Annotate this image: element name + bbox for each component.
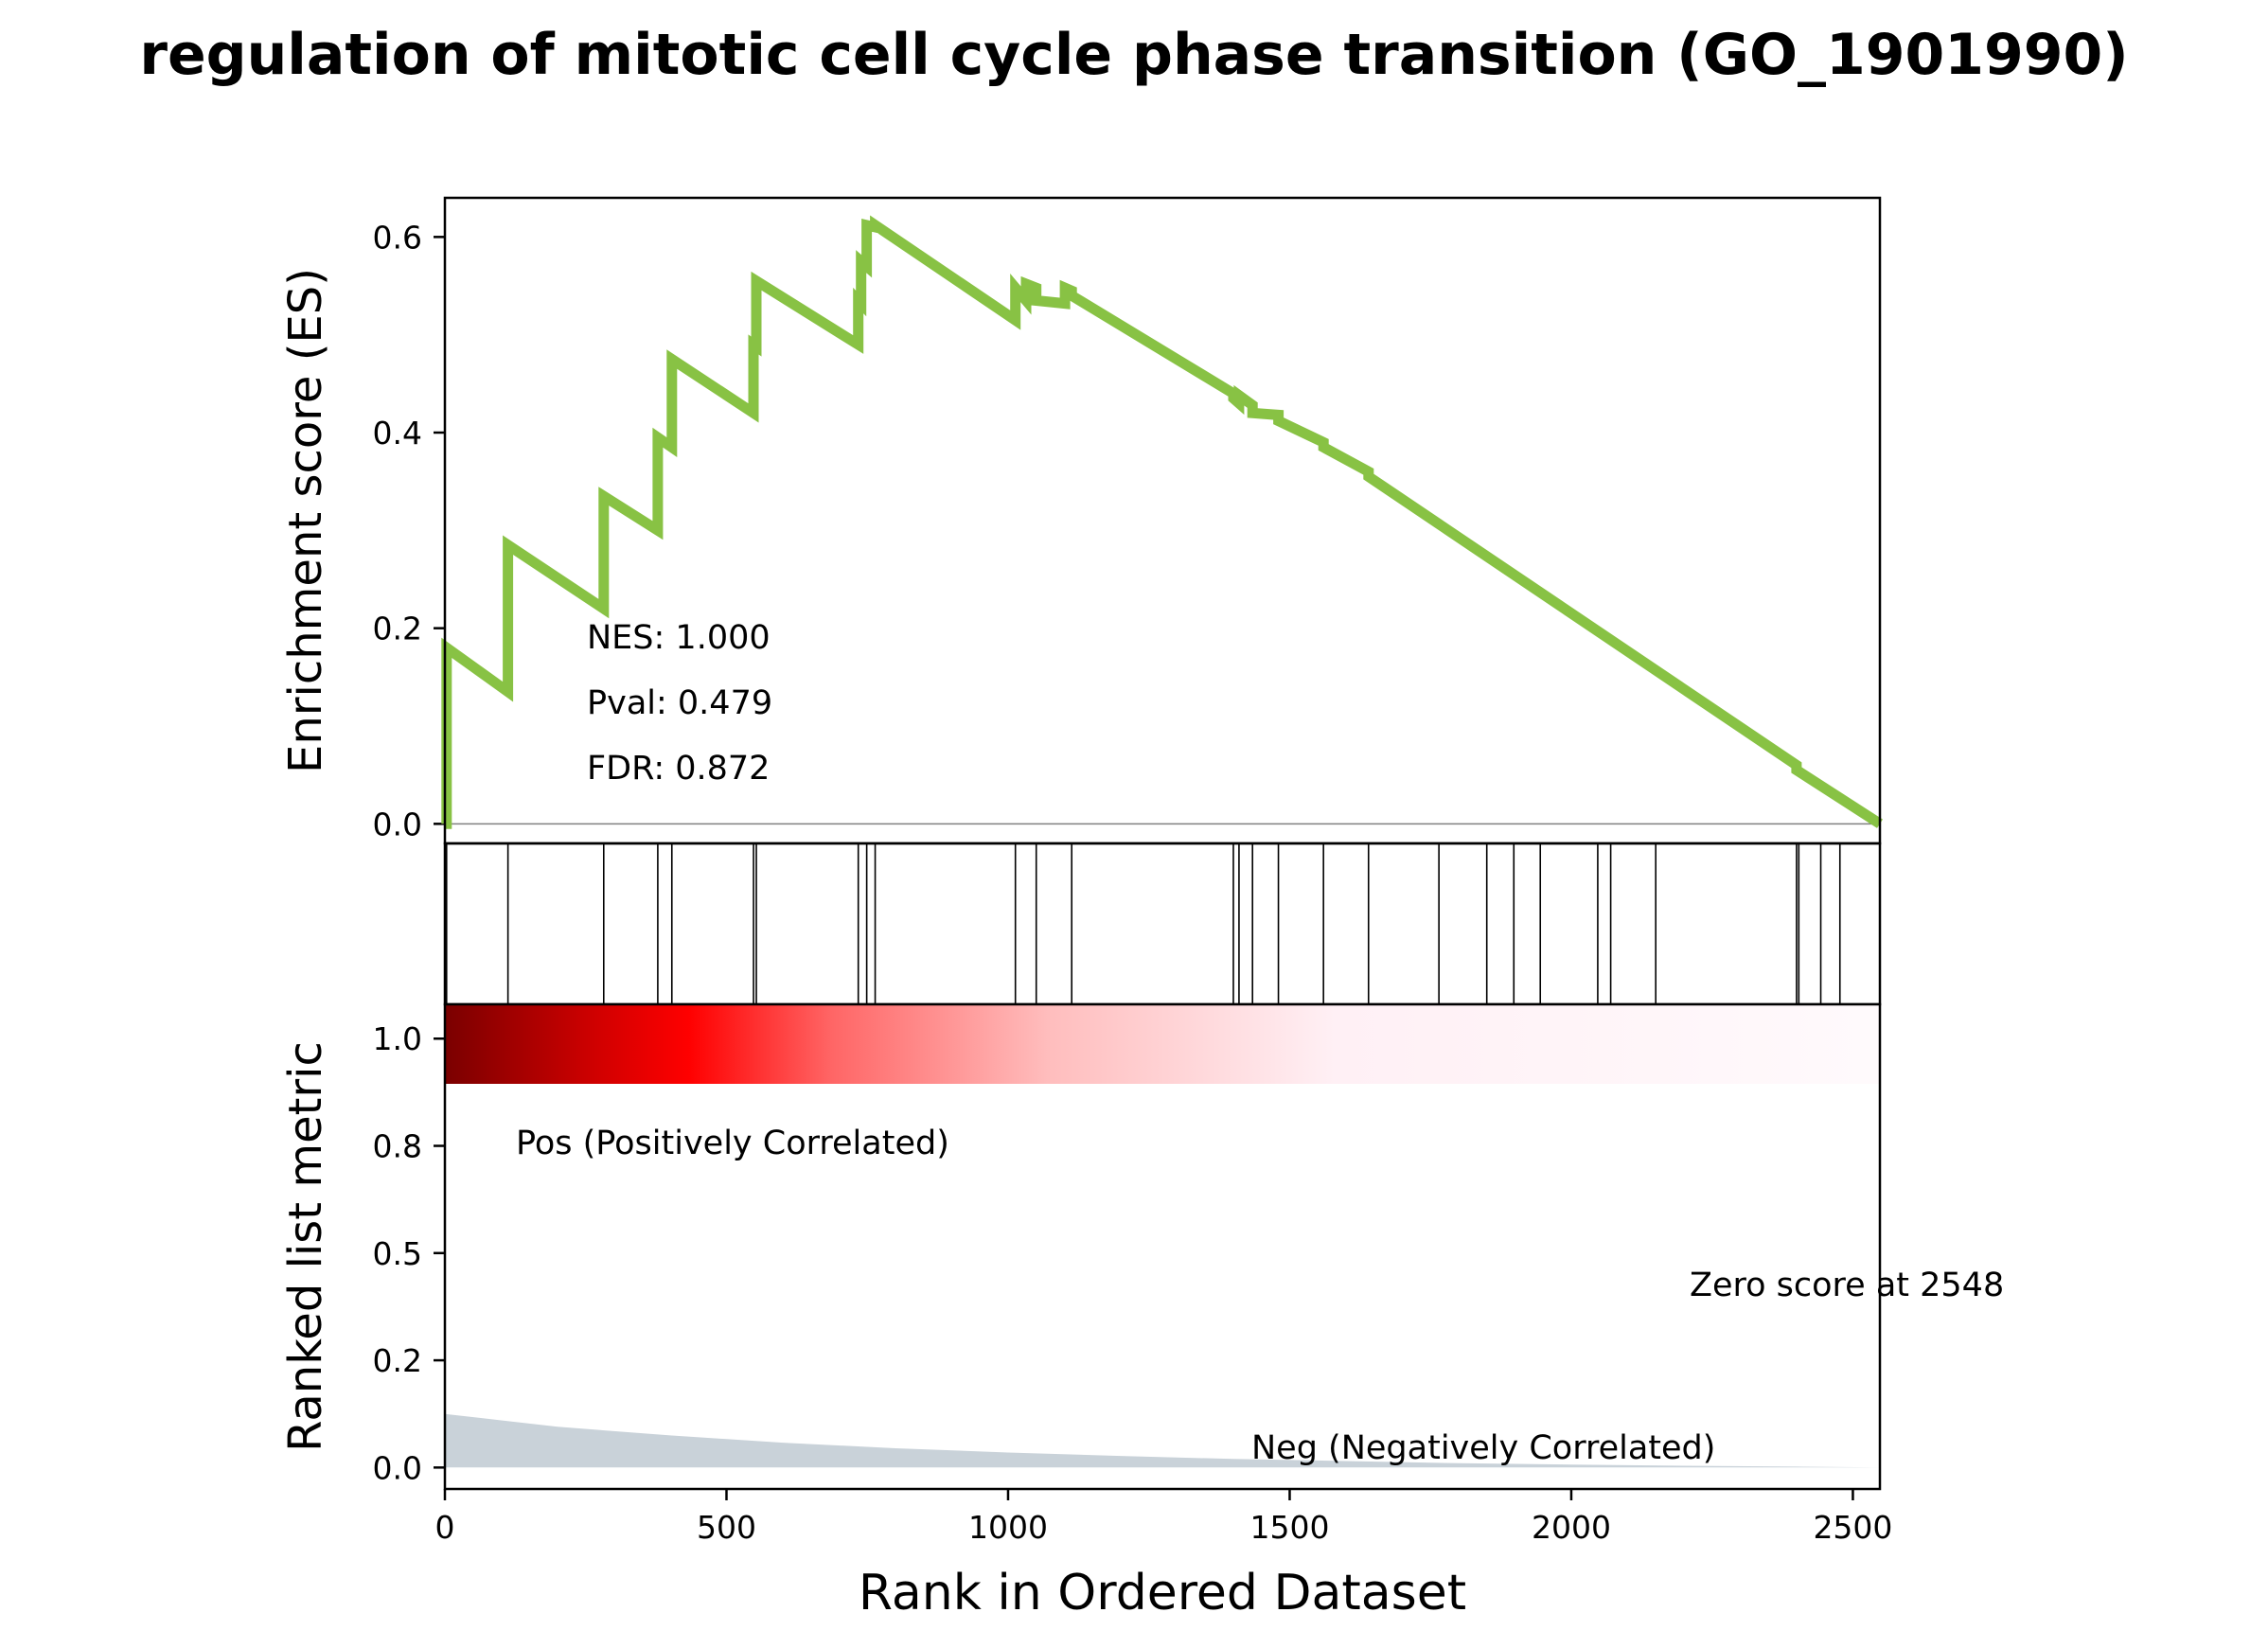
rank-heatmap-bar — [445, 1004, 1880, 1084]
ranked-metric-panel: 0.0 0.2 0.5 0.8 1.0 Pos (Positively Correlat… — [279, 1002, 2004, 1491]
es-y-tick-label: 0.0 — [373, 806, 422, 842]
pval-label: Pval: 0.479 — [587, 684, 772, 722]
hits-panel-frame — [443, 842, 1882, 1006]
metric-y-tick-label: 0.8 — [373, 1128, 422, 1165]
es-y-axis-label: Enrichment score (ES) — [279, 268, 332, 773]
metric-y-tick-label: 0.0 — [373, 1449, 422, 1486]
x-tick-label: 2000 — [1532, 1509, 1611, 1546]
metric-y-tick-label: 0.5 — [373, 1235, 422, 1272]
metric-y-tick-label: 1.0 — [373, 1020, 422, 1057]
gene-hits-panel — [443, 842, 1882, 1006]
enrichment-score-panel: 0.0 0.2 0.4 0.6 NES: 1.000 Pval: 0.479 FDR:… — [279, 196, 1883, 845]
fdr-label: FDR: 0.872 — [587, 750, 770, 788]
es-y-tick-label: 0.2 — [373, 611, 422, 647]
x-tick-label: 0 — [435, 1509, 455, 1546]
x-axis-label: Rank in Ordered Dataset — [859, 1565, 1466, 1621]
es-y-tick-label: 0.4 — [373, 415, 422, 452]
x-tick-label: 2500 — [1813, 1509, 1892, 1546]
zero-score-label: Zero score at 2548 — [1690, 1267, 2004, 1304]
metric-y-axis-ticks: 0.0 0.2 0.5 0.8 1.0 — [373, 1020, 445, 1486]
es-y-tick-label: 0.6 — [373, 219, 422, 256]
x-axis: 0 500 1000 1500 2000 2500 — [435, 1489, 1892, 1546]
neg-correlated-label: Neg (Negatively Correlated) — [1251, 1429, 1715, 1467]
ranked-metric-area — [445, 1413, 1880, 1468]
chart-title: regulation of mitotic cell cycle phase t… — [139, 22, 2128, 88]
gene-hit-marks — [445, 843, 1841, 1004]
metric-y-tick-label: 0.2 — [373, 1342, 422, 1379]
pos-correlated-label: Pos (Positively Correlated) — [516, 1125, 949, 1162]
x-tick-label: 500 — [697, 1509, 756, 1546]
es-y-axis-ticks: 0.0 0.2 0.4 0.6 — [373, 219, 445, 842]
x-tick-label: 1000 — [968, 1509, 1048, 1546]
es-series-line — [441, 215, 1883, 829]
metric-y-axis-label: Ranked list metric — [279, 1041, 332, 1452]
nes-label: NES: 1.000 — [587, 619, 771, 657]
metric-panel-frame — [443, 1002, 1882, 1491]
x-tick-label: 1500 — [1249, 1509, 1329, 1546]
